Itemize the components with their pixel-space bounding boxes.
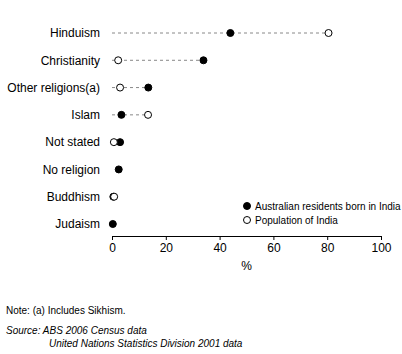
category-tick: No religion [43,163,100,177]
dot [118,111,125,118]
category-label: Buddhism [47,190,100,204]
dot [117,84,124,91]
category-tick: Other religions(a) [7,81,100,95]
x-tick-label: 40 [213,241,227,255]
x-tick: 40 [213,236,227,255]
dot [115,57,122,64]
category-label: No religion [43,163,100,177]
dot [145,111,152,118]
dot [200,57,207,64]
dot [227,30,234,37]
tick-mark [166,236,167,240]
x-axis: 0 20 40 60 80 100 [109,236,392,255]
dot [325,30,332,37]
category-tick: Judaism [55,217,100,231]
category-tick: Buddhism [47,190,100,204]
category-label: Other religions(a) [7,81,100,95]
category-label: Christianity [41,54,100,68]
category-tick: Christianity [41,54,100,68]
x-tick: 100 [371,236,391,255]
legend-marker [244,217,251,224]
category-tick: Hinduism [50,26,100,40]
tick-mark [220,236,221,240]
axis-line [113,237,382,241]
tick-mark [327,236,328,240]
x-tick: 20 [160,236,174,255]
category-label: Not stated [45,135,100,149]
connector [112,60,203,61]
x-tick-label: 80 [321,241,335,255]
x-tick-label: 60 [267,241,281,255]
category-tick: Not stated [45,135,100,149]
connector [112,33,329,34]
tick-mark [381,236,382,240]
dot [115,166,122,173]
x-tick: 80 [321,236,335,255]
annotation: United Nations Statistics Division 2001 … [49,338,243,349]
legend-label: Australian residents born in India [255,201,401,212]
category-label: Islam [71,108,100,122]
legend: Australian residents born in India Popula… [244,201,402,226]
tick-mark [273,236,274,240]
dot [145,84,152,91]
dot [111,193,118,200]
dot [109,221,116,228]
category-label: Hinduism [50,26,100,40]
legend-marker [244,203,251,210]
x-tick-label: 0 [109,241,116,255]
dot [110,193,117,200]
x-tick-label: 20 [160,241,174,255]
chart: Hinduism Christianity Other religions(a) Is… [0,0,402,354]
x-tick: 60 [267,236,281,255]
category-axis: Hinduism Christianity Other religions(a) Is… [7,26,100,231]
category-label: Judaism [55,217,100,231]
plot-area [109,30,332,228]
category-tick: Islam [71,108,100,122]
legend-label: Population of India [255,215,338,226]
annotation: Note: (a) Includes Sikhism. [6,305,126,316]
annotation: Source: ABS 2006 Census data [6,325,147,336]
x-axis-title: % [241,259,252,273]
connector [112,114,148,115]
dot [110,139,117,146]
x-tick-label: 100 [371,241,391,255]
tick-mark [112,236,113,240]
x-tick: 0 [109,236,116,255]
